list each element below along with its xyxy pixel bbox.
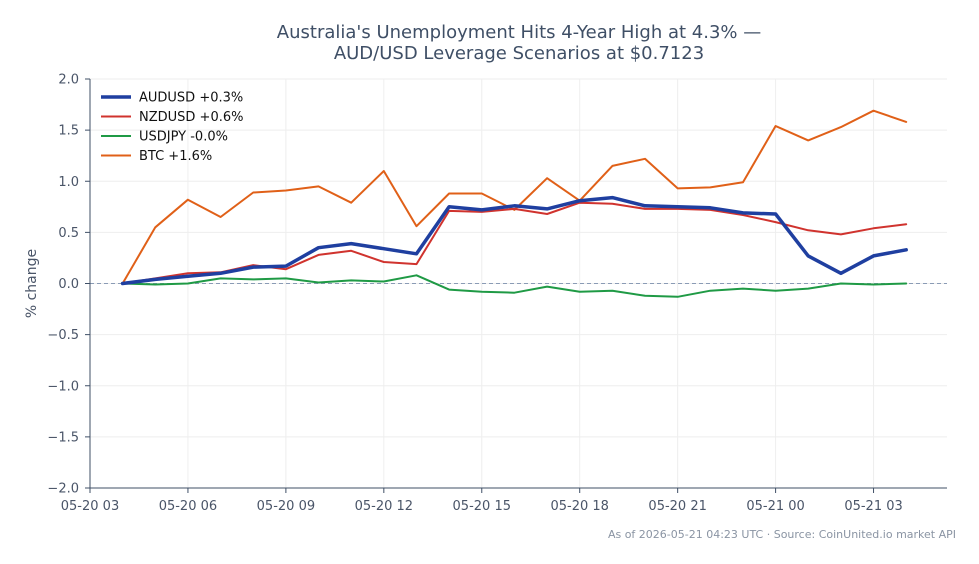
x-tick-label: 05-20 12	[355, 499, 413, 514]
y-tick-label: 2.0	[58, 73, 79, 88]
y-tick-label: −1.5	[47, 430, 79, 445]
legend-label-audusd: AUDUSD +0.3%	[139, 91, 243, 106]
legend-label-nzdusd: NZDUSD +0.6%	[139, 110, 243, 125]
chart-title-line: Australia's Unemployment Hits 4-Year Hig…	[277, 22, 761, 43]
series-line-btc	[121, 109, 908, 285]
series-lines	[120, 109, 908, 298]
y-tick-label: 1.0	[58, 175, 79, 190]
y-axis-label: % change	[24, 249, 40, 318]
y-tick-label: −2.0	[47, 482, 79, 497]
y-tick-label: 1.5	[58, 124, 79, 139]
y-tick-label: −1.0	[47, 379, 79, 394]
x-tick-label: 05-21 03	[844, 499, 902, 514]
footnote: As of 2026-05-21 04:23 UTC · Source: Coi…	[608, 528, 956, 541]
chart-title-line: AUD/USD Leverage Scenarios at $0.7123	[334, 43, 704, 64]
y-tick-label: 0.5	[58, 226, 79, 241]
legend: AUDUSD +0.3% NZDUSD +0.6% USDJPY -0.0% BTC …	[101, 91, 243, 164]
x-tick-label: 05-20 09	[257, 499, 315, 514]
x-ticks: 05-20 03 05-20 06 05-20 09 05-20 12 05-20 15…	[61, 488, 903, 514]
legend-label-usdjpy: USDJPY -0.0%	[139, 130, 228, 145]
x-tick-label: 05-20 18	[550, 499, 608, 514]
x-tick-label: 05-21 00	[746, 499, 804, 514]
y-tick-label: 0.0	[58, 277, 79, 292]
series-line-usdjpy	[121, 274, 908, 298]
x-tick-label: 05-20 06	[159, 499, 217, 514]
series-line-audusd	[120, 195, 908, 286]
y-tick-label: −0.5	[47, 328, 79, 343]
legend-label-btc: BTC +1.6%	[139, 149, 212, 164]
y-ticks: 2.0 1.5 1.0 0.5 0.0 −0.5 −1.0 −1.5 −2.0	[47, 73, 90, 497]
x-tick-label: 05-20 15	[453, 499, 511, 514]
x-tick-label: 05-20 21	[648, 499, 706, 514]
x-tick-label: 05-20 03	[61, 499, 119, 514]
chart-title: Australia's Unemployment Hits 4-Year Hig…	[277, 22, 761, 64]
series-line-nzdusd	[121, 201, 908, 285]
